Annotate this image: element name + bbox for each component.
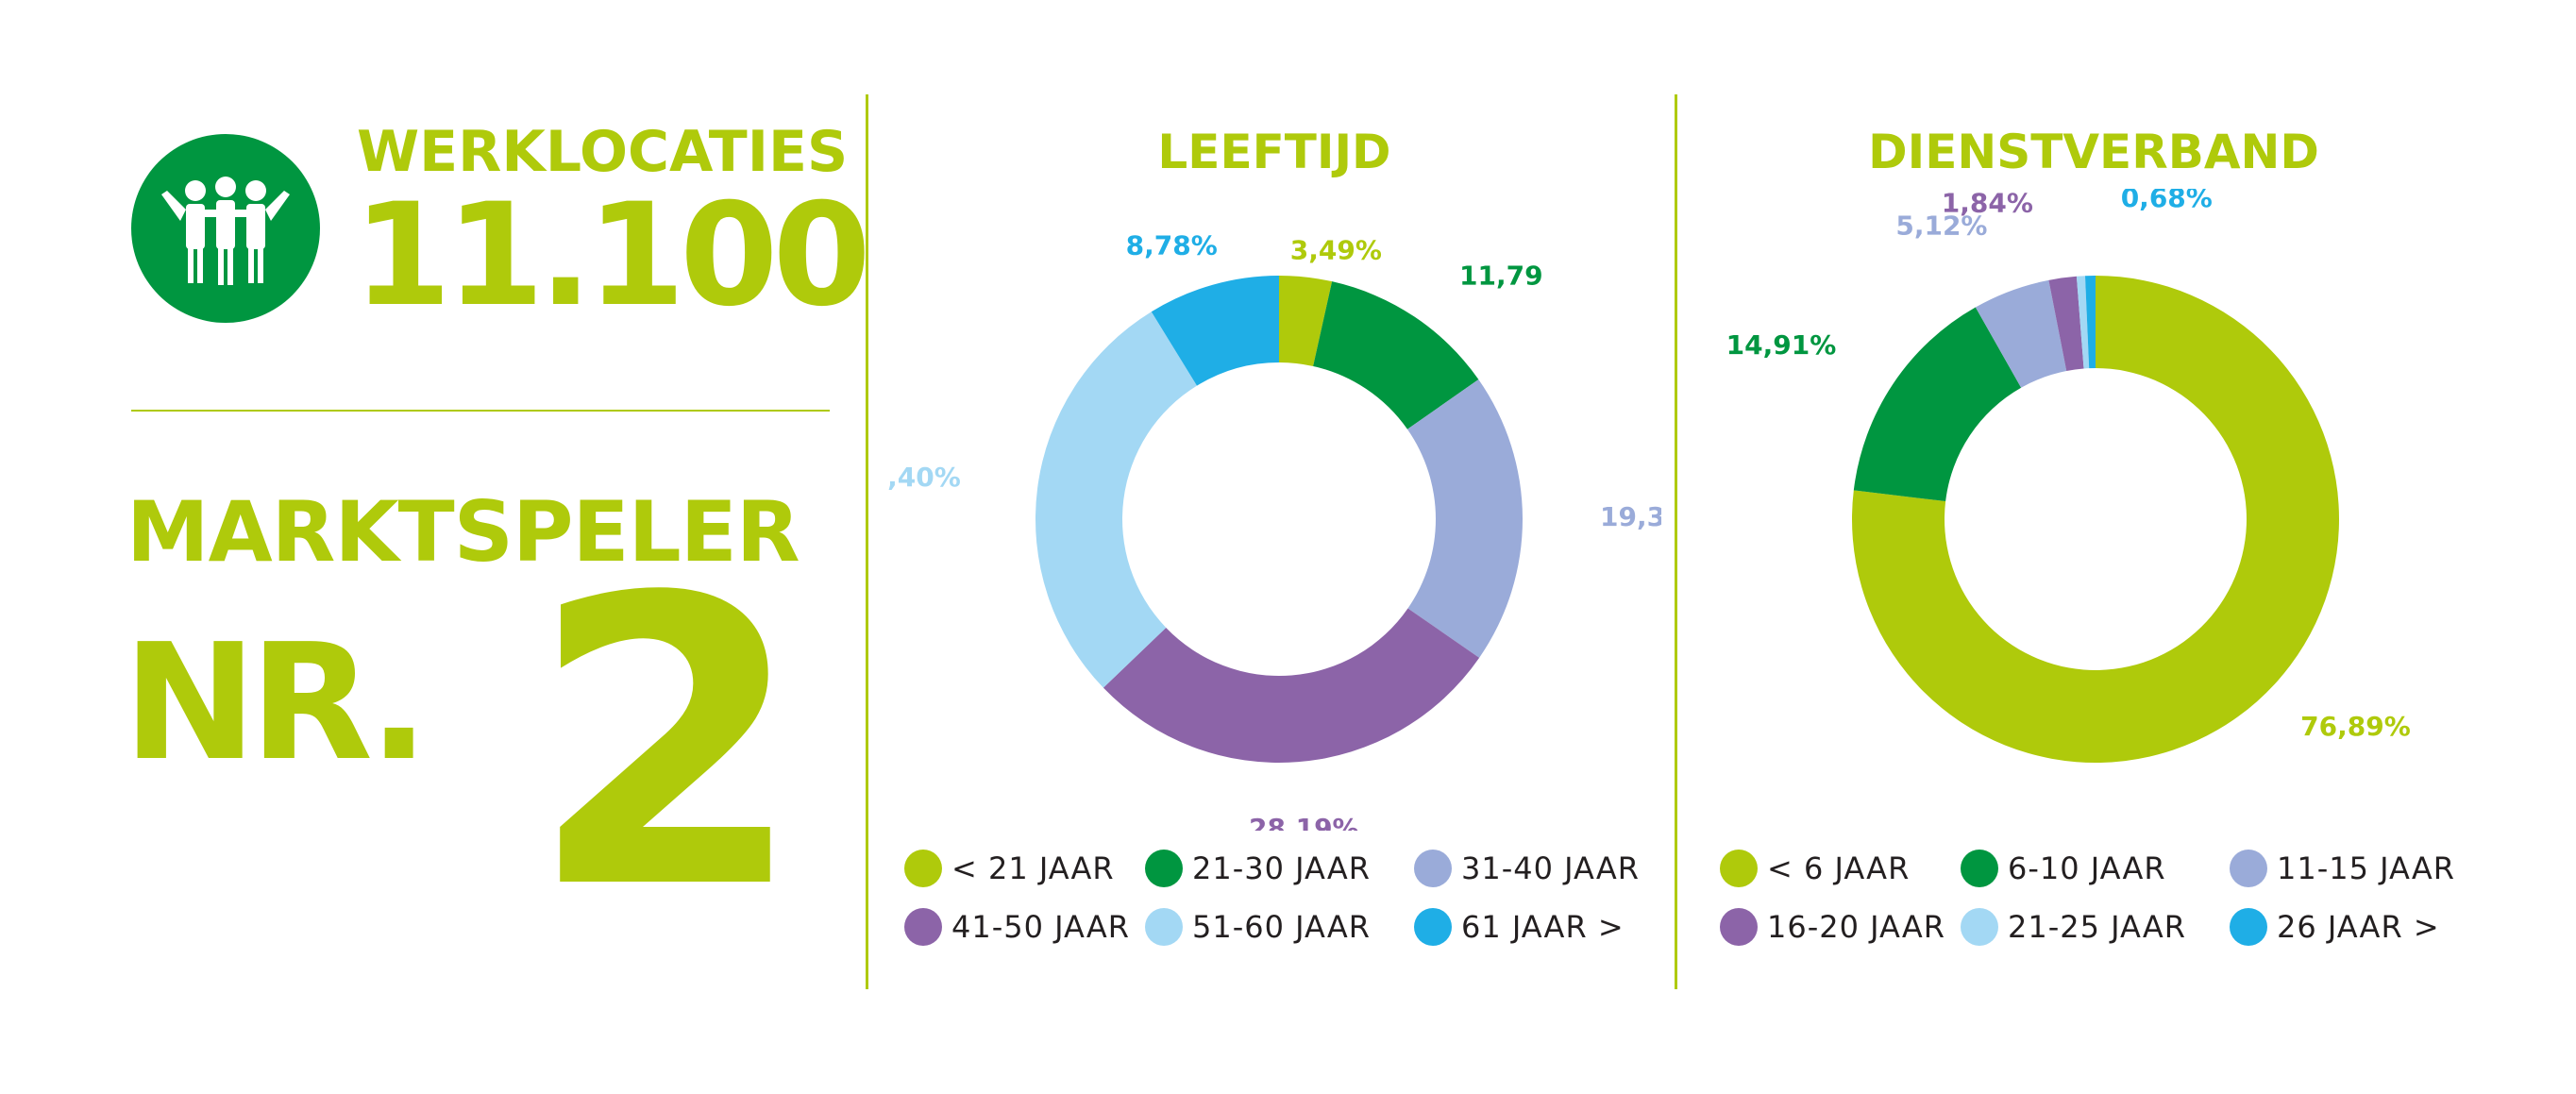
legend-label: 21-25 JAAR [2008,909,2186,945]
legend-label: 61 JAAR > [1461,909,1625,945]
legend-label: 41-50 JAAR [951,909,1130,945]
legend-item-21-30-jaar: 21-30 JAAR [1145,850,1371,887]
marktspeler-label: MARKTSPELER [126,483,800,581]
legend-swatch [1961,850,1998,887]
legend-item-6-10-jaar: 6-10 JAAR [1961,850,2166,887]
legend-label: < 6 JAAR [1767,850,1911,886]
werklocaties-label: WERKLOCATIES [357,119,849,185]
legend-swatch [2230,908,2267,946]
data-label-16-20-jaar: 1,84% [1942,189,2033,218]
legend-swatch [2230,850,2267,887]
divider-2 [1675,94,1677,989]
legend-swatch [1145,850,1183,887]
donut-slice-21-jaar [1279,276,1333,366]
legend-swatch [1720,850,1758,887]
chart-title-dienstverband: DIENSTVERBAND [1868,125,2319,179]
legend-item-21-25-jaar: 21-25 JAAR [1961,908,2186,946]
data-label-6-jaar: 76,89% [2300,711,2411,742]
legend-label: 21-30 JAAR [1192,850,1371,886]
donut-slice-51-60-jaar [1035,311,1198,688]
donut-slice-6-jaar [1852,276,2339,763]
people-icon [161,177,290,285]
legend-label: 51-60 JAAR [1192,909,1371,945]
werklocaties-value: 11.100 [353,174,871,338]
donut-chart-dienstverband: 76,89%14,91%5,12%1,84%0,56%0,68% [1726,189,2411,763]
data-label-41-50-jaar: 28,19% [1249,813,1359,831]
donut-chart-leeftijd: 3,49% 11,79 19,36 28,19% 28,40% 8,78% [887,230,1661,831]
data-label-31-40-jaar: 19,36 [1600,501,1661,532]
data-label-61-jaar: 8,78% [1126,230,1218,261]
legend-label: 26 JAAR > [2277,909,2440,945]
left-divider [131,410,830,412]
people-icon-badge [131,134,320,323]
legend-item-31-40-jaar: 31-40 JAAR [1414,850,1640,887]
legend-swatch [1720,908,1758,946]
legend-label: 11-15 JAAR [2277,850,2455,886]
divider-1 [866,94,868,989]
legend-item-11-15-jaar: 11-15 JAAR [2230,850,2455,887]
legend-leeftijd: < 21 JAAR 21-30 JAAR 31-40 JAAR 41-50 JAAR 5… [904,850,1659,972]
legend-label: 31-40 JAAR [1461,850,1640,886]
legend-dienstverband: < 6 JAAR 6-10 JAAR 11-15 JAAR 16-20 JAAR 21-… [1720,850,2475,972]
nr-label: NR. [123,610,429,797]
legend-item-61-jaar: 61 JAAR > [1414,908,1625,946]
legend-item-21-jaar: < 21 JAAR [904,850,1115,887]
nr-value: 2 [529,514,805,976]
donut-slice-31-40-jaar [1406,379,1523,658]
chart-title-leeftijd: LEEFTIJD [1157,125,1391,179]
donut-slice-21-30-jaar [1313,281,1479,429]
legend-swatch [1414,850,1452,887]
donut-slice-16-20-jaar [2048,276,2084,371]
legend-swatch [904,908,942,946]
donut-slice-26-jaar [2084,276,2096,369]
donut-slice-41-50-jaar [1103,608,1480,764]
legend-swatch [1145,908,1183,946]
legend-item-41-50-jaar: 41-50 JAAR [904,908,1130,946]
legend-swatch [1961,908,1998,946]
donut-slice-11-15-jaar [1975,279,2067,388]
donut-slice-61-jaar [1151,276,1279,386]
donut-slice-6-10-jaar [1853,307,2022,502]
legend-label: 6-10 JAAR [2008,850,2166,886]
data-label-51-60-jaar: 28,40% [887,462,961,493]
legend-item-51-60-jaar: 51-60 JAAR [1145,908,1371,946]
legend-swatch [1414,908,1452,946]
data-label-11-15-jaar: 5,12% [1895,210,1987,242]
legend-label: 16-20 JAAR [1767,909,1945,945]
legend-item-6-jaar: < 6 JAAR [1720,850,1910,887]
data-label-6-10-jaar: 14,91% [1726,329,1837,361]
data-label-21-30-jaar: 11,79 [1459,260,1543,291]
data-label-21-jaar: 3,49% [1290,234,1382,265]
data-label-26-jaar: 0,68% [2121,189,2213,213]
donut-slice-21-25-jaar [2076,276,2090,369]
legend-label: < 21 JAAR [951,850,1115,886]
legend-item-26-jaar: 26 JAAR > [2230,908,2440,946]
legend-item-16-20-jaar: 16-20 JAAR [1720,908,1945,946]
legend-swatch [904,850,942,887]
